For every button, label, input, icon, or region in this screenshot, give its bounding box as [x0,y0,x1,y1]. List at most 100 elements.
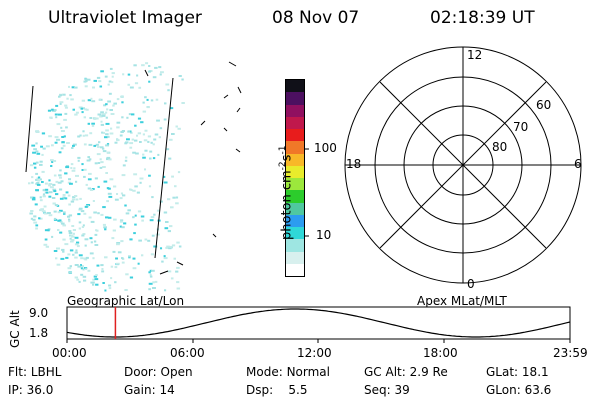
emission-pixel [75,174,79,177]
emission-pixel [59,94,63,97]
emission-pixel [37,179,40,182]
emission-pixel [43,205,47,208]
emission-pixel [42,193,46,196]
emission-pixel [83,116,86,119]
emission-pixel [94,177,98,180]
colorbar-tick-10: 10 [316,228,332,242]
emission-pixel [28,182,31,185]
emission-pixel [96,76,101,79]
gain-info: Gain: 14 [124,383,175,397]
emission-pixel [74,243,79,246]
emission-pixel [132,151,136,154]
emission-pixel [81,234,85,237]
emission-pixel [71,235,75,238]
emission-pixel [81,99,86,102]
emission-pixel [67,194,71,197]
emission-pixel [120,240,124,243]
emission-pixel [113,218,117,221]
emission-pixel [106,108,109,111]
emission-pixel [74,195,78,197]
emission-pixel [175,125,178,128]
emission-pixel [30,210,34,212]
emission-pixel [120,219,124,222]
emission-pixel [71,86,75,89]
emission-pixel [50,117,53,119]
emission-pixel [41,132,46,135]
emission-pixel [96,264,100,267]
emission-pixel [77,265,82,268]
emission-pixel [105,144,110,147]
emission-pixel [56,247,60,250]
emission-pixel [75,111,79,114]
emission-pixel [121,257,124,260]
emission-pixel [139,181,142,184]
emission-pixel [62,224,67,227]
emission-pixel [74,236,79,239]
emission-pixel [47,229,50,232]
emission-pixel [133,173,138,176]
emission-pixel [155,98,159,101]
emission-pixel [163,175,166,178]
emission-pixel [171,244,176,247]
emission-pixel [163,118,167,121]
emission-pixel [167,230,172,233]
emission-pixel [129,276,134,279]
emission-pixel [36,152,41,155]
colorbar-segment [286,92,304,105]
x-tick-0000: 00:00 [52,346,87,360]
emission-pixel [90,281,93,284]
emission-pixel [69,265,72,268]
emission-pixel [134,139,138,142]
emission-pixel [61,248,65,251]
dsp-info: Dsp: 5.5 [246,383,308,397]
emission-pixel [63,211,66,214]
emission-pixel [126,138,130,141]
emission-pixel [39,209,42,212]
emission-pixel [42,195,46,198]
emission-pixel [83,80,87,83]
emission-pixel [100,123,105,126]
emission-pixel [57,181,62,184]
emission-pixel [109,178,114,181]
emission-pixel [44,238,48,241]
door-info: Door: Open [124,365,193,379]
emission-pixel [169,107,174,110]
ip-info: IP: 36.0 [8,383,54,397]
emission-pixel [42,147,46,150]
polar-label-0: 0 [467,277,475,291]
emission-pixel [95,229,98,232]
emission-pixel [68,218,71,221]
emission-pixel [63,135,66,138]
emission-pixel [74,251,78,254]
emission-pixel [125,156,128,159]
map-boundary-lines [25,61,242,275]
colorbar-segment [286,227,304,240]
emission-pixel [127,83,131,86]
emission-pixel [68,178,72,181]
emission-pixel [46,212,51,214]
emission-pixel [121,116,124,119]
emission-pixel [53,250,58,252]
emission-pixel [47,228,51,231]
emission-pixel [112,250,116,253]
emission-pixel [54,141,58,144]
emission-pixel [33,215,37,218]
emission-pixel [96,229,99,232]
emission-pixel [32,151,36,154]
emission-pixel [110,113,115,115]
emission-pixel [84,134,89,137]
emission-pixel [163,255,166,258]
emission-pixel [72,232,75,235]
emission-pixel [59,103,62,105]
emission-pixel [148,185,152,188]
emission-pixel [104,289,107,292]
emission-pixel [89,117,93,119]
emission-pixel [92,257,95,260]
emission-pixel [116,243,120,246]
emission-pixel [90,220,95,223]
emission-pixel [78,221,82,224]
emission-pixel [47,109,52,112]
emission-pixel [81,226,85,228]
colorbar-segment [286,239,304,252]
